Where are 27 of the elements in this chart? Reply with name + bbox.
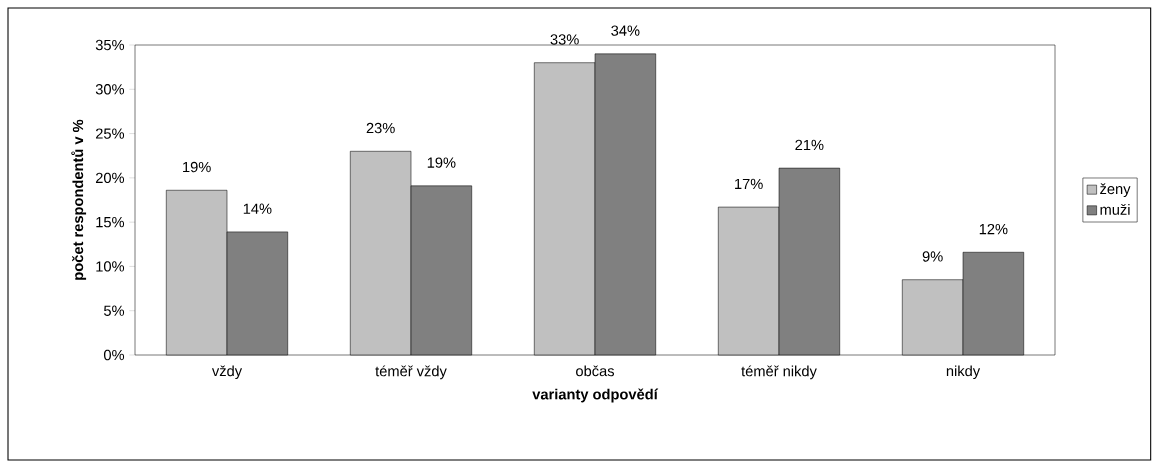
y-tick-label: 35% [95, 39, 125, 51]
y-tick-label: 0% [103, 349, 125, 361]
y-tick-label: 20% [95, 172, 125, 184]
data-label: 14% [243, 203, 272, 214]
legend-label: muži [1100, 204, 1130, 215]
x-tick-label: vždy [211, 365, 243, 380]
data-label: 33% [550, 34, 579, 45]
data-label: 19% [183, 161, 211, 173]
y-tick-label: 25% [95, 128, 125, 139]
x-tick-label: téměř vždy [375, 365, 447, 380]
x-axis-title: varianty odpovědí [532, 388, 659, 403]
data-label: 9% [922, 251, 943, 262]
data-label: 17% [735, 178, 763, 190]
y-axis-title: počet respondentů v % [71, 119, 87, 280]
legend-label: ženy [1100, 183, 1131, 198]
y-tick-label: 15% [96, 217, 125, 228]
x-tick-label: téměř nikdy [741, 365, 817, 380]
y-tick-label: 30% [95, 84, 125, 95]
data-label: 19% [427, 157, 456, 168]
data-label: 12% [979, 223, 1008, 235]
x-tick-label: nikdy [946, 365, 981, 380]
data-label: 21% [795, 139, 824, 151]
y-tick-label: 10% [96, 261, 125, 272]
data-label: 23% [366, 122, 395, 134]
data-label: 34% [611, 25, 640, 36]
x-tick-label: občas [576, 365, 615, 377]
y-tick-label: 5% [103, 305, 125, 316]
